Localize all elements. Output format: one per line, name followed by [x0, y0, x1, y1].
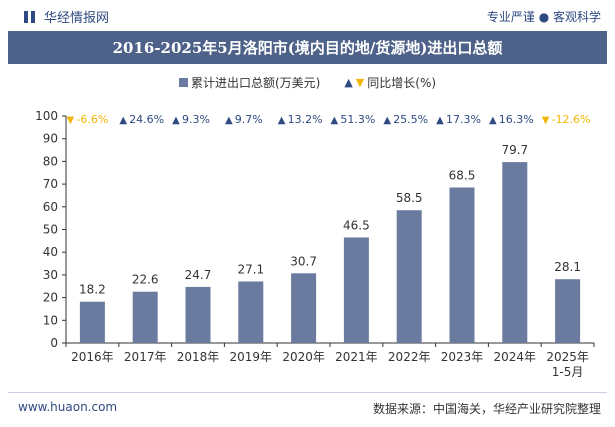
growth-up-arrow-icon: ▲ [278, 115, 286, 126]
bar-value-label: 27.1 [237, 262, 264, 276]
bar [343, 237, 369, 343]
x-tick-label: 2016年 [71, 350, 114, 364]
y-tick-label: 60 [43, 200, 58, 214]
growth-down-arrow-icon: ▼ [542, 115, 550, 126]
growth-up-arrow-icon: ▲ [436, 115, 444, 126]
growth-down-arrow-icon: ▼ [67, 115, 75, 126]
legend-item-total: 累计进出口总额(万美元) [178, 74, 321, 91]
footer-source: 数据来源：中国海关，华经产业研究院整理 [372, 402, 601, 416]
growth-up-arrow-icon: ▲ [119, 115, 127, 126]
footer-website: www.huaon.com [18, 400, 118, 414]
growth-up-arrow-icon: ▲ [383, 115, 391, 126]
growth-label: 17.3% [446, 113, 481, 126]
y-tick-label: 90 [43, 132, 58, 146]
bar [502, 162, 528, 343]
growth-up-arrow-icon: ▲ [331, 115, 339, 126]
y-tick-label: 40 [43, 245, 58, 259]
x-tick-label: 1-5月 [552, 365, 584, 379]
x-tick-label: 2025年 [546, 350, 589, 364]
bar-value-label: 46.5 [343, 218, 370, 232]
y-tick-label: 20 [43, 291, 58, 305]
growth-label: 25.5% [393, 113, 428, 126]
bar-value-label: 22.6 [132, 273, 159, 287]
bar [291, 273, 317, 343]
triangle-down-icon: ▼ [355, 76, 365, 89]
bar-value-label: 18.2 [79, 283, 106, 297]
growth-label: -12.6% [552, 113, 591, 126]
legend-item-growth: ▲ ▼ 同比增长(%) [344, 74, 436, 91]
title-bar: 2016-2025年5月洛阳市(境内目的地/货源地)进出口总额 [8, 31, 607, 64]
y-tick-label: 70 [43, 177, 58, 191]
bar [185, 286, 211, 343]
y-tick-label: 30 [43, 268, 58, 282]
x-tick-label: 2024年 [494, 350, 537, 364]
y-tick-label: 80 [43, 154, 58, 168]
bar [396, 210, 422, 343]
x-tick-label: 2017年 [124, 350, 167, 364]
growth-up-arrow-icon: ▲ [489, 115, 497, 126]
x-tick-label: 2018年 [177, 350, 220, 364]
growth-up-arrow-icon: ▲ [172, 115, 180, 126]
top-bar: 华经情报网 专业严谨 ● 客观科学 [0, 0, 615, 30]
legend-label-growth: 同比增长(%) [367, 76, 437, 90]
y-tick-label: 100 [35, 109, 58, 123]
bar-value-label: 24.7 [185, 268, 212, 282]
bar-value-label: 68.5 [449, 169, 476, 183]
y-tick-label: 0 [50, 336, 58, 350]
bar [132, 291, 158, 343]
x-tick-label: 2023年 [441, 350, 484, 364]
x-tick-label: 2022年 [388, 350, 431, 364]
x-tick-label: 2019年 [230, 350, 273, 364]
legend-label-total: 累计进出口总额(万美元) [190, 76, 321, 90]
bar-value-label: 58.5 [396, 191, 423, 205]
y-tick-label: 50 [43, 223, 58, 237]
growth-label: -6.6% [76, 113, 108, 126]
bar-value-label: 79.7 [501, 143, 528, 157]
x-tick-label: 2021年 [335, 350, 378, 364]
bar [79, 301, 105, 343]
legend: 累计进出口总额(万美元) ▲ ▼ 同比增长(%) [0, 74, 615, 91]
x-tick-label: 2020年 [282, 350, 325, 364]
bar [449, 187, 475, 343]
bar [555, 279, 581, 343]
brand-logo-icon [22, 10, 38, 24]
triangle-up-icon: ▲ [344, 76, 353, 89]
footer-divider [8, 392, 607, 393]
growth-label: 16.3% [499, 113, 534, 126]
growth-label: 13.2% [288, 113, 323, 126]
growth-label: 24.6% [129, 113, 164, 126]
bar-value-label: 30.7 [290, 254, 317, 268]
chart-title: 2016-2025年5月洛阳市(境内目的地/货源地)进出口总额 [112, 39, 503, 57]
growth-label: 51.3% [340, 113, 375, 126]
growth-up-arrow-icon: ▲ [225, 115, 233, 126]
y-tick-label: 10 [43, 313, 58, 327]
growth-label: 9.3% [182, 113, 210, 126]
growth-label: 9.7% [235, 113, 263, 126]
legend-swatch-bar [178, 78, 188, 87]
bar [238, 281, 264, 343]
bar-value-label: 28.1 [554, 260, 581, 274]
brand: 华经情报网 [22, 7, 109, 26]
slogan: 专业严谨 ● 客观科学 [486, 10, 601, 24]
brand-name: 华经情报网 [44, 11, 110, 26]
